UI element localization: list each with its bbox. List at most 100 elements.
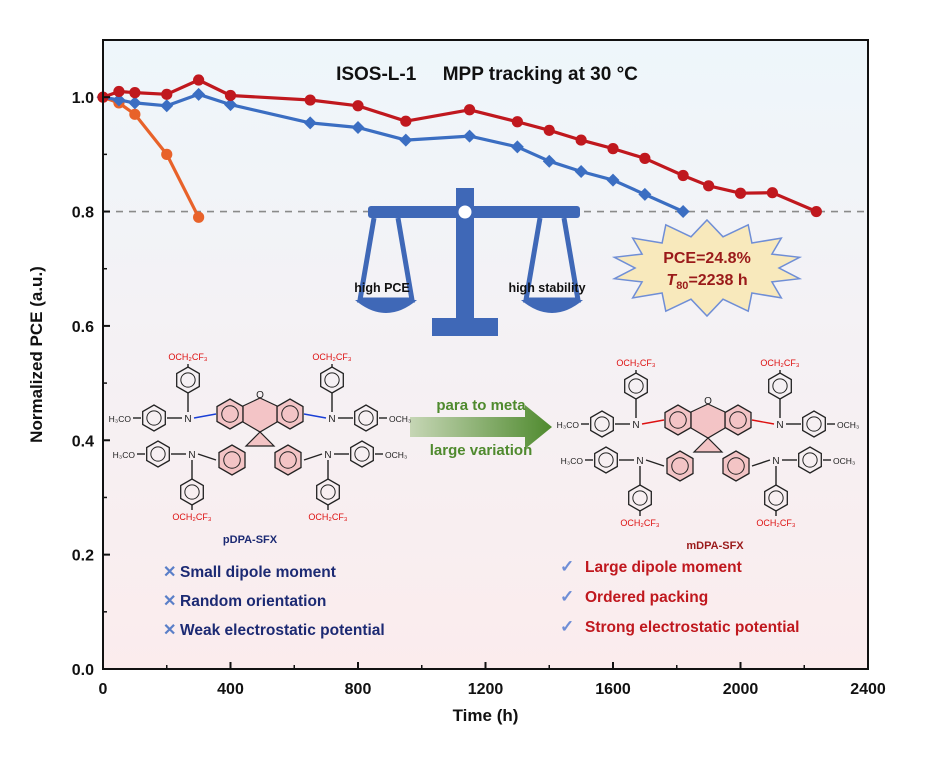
- atom-label: OCH₃: [833, 456, 855, 466]
- series-1-point: [303, 116, 317, 130]
- right-feature-item: Ordered packing: [585, 589, 708, 606]
- x-tick-label: 2400: [850, 681, 886, 698]
- series-1-point: [606, 173, 620, 187]
- bond: [751, 459, 771, 467]
- atom-label: H₃CO: [561, 456, 584, 466]
- aromatic-circle: [180, 372, 196, 388]
- burst-pce-label: PCE=24.8%: [663, 250, 751, 267]
- aromatic-circle: [594, 416, 610, 432]
- bond: [197, 453, 217, 461]
- mdpa-sfx-structure: O N H₃CO OCH₂CF₃ N OCH₃ OCH₂CF₃ N H₃CO OCH₂CF₃ N OC…: [557, 358, 860, 528]
- atom-label: OCH₂CF₃: [312, 352, 351, 362]
- aromatic-circle: [632, 490, 648, 506]
- atom-label: O: [704, 396, 712, 407]
- atom-label: O: [256, 390, 264, 401]
- series-2-point: [463, 104, 476, 116]
- cross-icon: ✕: [163, 622, 176, 639]
- benzene-ring: [802, 410, 826, 438]
- check-icon: ✓: [560, 587, 574, 606]
- benzene-ring: [666, 450, 694, 482]
- left-molecule-name: pDPA-SFX: [223, 534, 278, 546]
- atom-label: H₃CO: [109, 414, 132, 424]
- aromatic-circle: [628, 378, 644, 394]
- benzene-ring: [664, 404, 692, 436]
- series-2-point: [766, 187, 778, 199]
- benzene-ring: [724, 404, 752, 436]
- scale-pivot: [455, 202, 475, 222]
- series-1-point: [112, 93, 126, 107]
- fluorene-core: [692, 437, 724, 453]
- aromatic-circle: [598, 452, 614, 468]
- series-line-1: [102, 92, 684, 213]
- atom-label: N: [776, 420, 783, 431]
- series-1-point: [224, 98, 237, 112]
- aromatic-circle: [729, 411, 747, 429]
- x-tick-label: 0: [99, 681, 108, 698]
- aromatic-circle: [772, 378, 788, 394]
- aromatic-circle: [671, 457, 689, 475]
- series-0-point: [193, 211, 205, 223]
- series-2-point: [161, 88, 173, 100]
- series-2-point: [543, 124, 555, 136]
- aromatic-circle: [150, 446, 166, 462]
- atom-label: N: [772, 456, 779, 467]
- aromatic-circle: [669, 411, 687, 429]
- x-tick-label: 1200: [468, 681, 504, 698]
- atom-label: N: [636, 456, 643, 467]
- y-tick-label: 0.4: [72, 433, 94, 450]
- series-1-point: [160, 99, 174, 113]
- scale-left-pan: [355, 300, 417, 313]
- y-tick-label: 0.2: [72, 548, 94, 565]
- series-2-point: [607, 143, 619, 155]
- atom-label: OCH₂CF₃: [172, 512, 211, 522]
- scale-base: [432, 318, 498, 336]
- series-layer: [96, 74, 822, 223]
- benzene-ring: [146, 440, 170, 468]
- arrow-bottom-label: large variation: [430, 442, 533, 459]
- benzene-ring: [354, 404, 378, 432]
- series-2-point: [703, 180, 715, 192]
- axes: 0 400 800 1200 1600 2000 2400 0.0 0.2 0.4 0.6 0.8 1.…: [72, 39, 886, 698]
- series-1-point: [542, 154, 556, 168]
- benzene-ring: [350, 440, 374, 468]
- check-icon: ✓: [560, 557, 574, 576]
- benzene-ring: [218, 444, 246, 476]
- scale-right-label: high stability: [508, 281, 585, 295]
- xanthene-core: [242, 397, 278, 433]
- check-icon: ✓: [560, 617, 574, 636]
- plot-background: [103, 40, 868, 669]
- left-feature-item: Random orientation: [180, 593, 326, 610]
- right-feature-item: Strong electrostatic potential: [585, 619, 799, 636]
- scale-post: [456, 188, 474, 324]
- pdpa-sfx-structure: O N H₃CO OCH₂CF₃ N OCH₃ OCH₂CF₃ N H₃CO OCH₂CF₃ N OC…: [109, 352, 412, 522]
- y-tick-label: 1.0: [72, 90, 94, 107]
- series-1-point: [510, 140, 524, 154]
- benzene-ring: [274, 444, 302, 476]
- series-2-point: [810, 205, 822, 218]
- bond: [751, 419, 775, 425]
- series-2-point: [400, 115, 412, 127]
- atom-label: N: [188, 450, 195, 461]
- left-feature-list: ✕ Small dipole moment✕ Random orientation✕…: [163, 564, 385, 639]
- bond: [641, 419, 665, 425]
- series-2-point: [352, 100, 364, 112]
- bond: [303, 453, 323, 461]
- bond: [645, 459, 665, 467]
- burst-t80-label: T80=2238 h: [666, 272, 747, 292]
- benzene-ring: [798, 446, 822, 474]
- x-tick-label: 800: [345, 681, 372, 698]
- series-2-point: [304, 94, 316, 106]
- series-2-point: [224, 89, 237, 102]
- aromatic-circle: [354, 446, 370, 462]
- aromatic-circle: [802, 452, 818, 468]
- chart-title: ISOS-L-1 MPP tracking at 30 °C: [336, 64, 638, 85]
- benzene-ring: [276, 398, 304, 430]
- atom-label: OCH₂CF₃: [760, 358, 799, 368]
- series-1-point: [574, 165, 588, 179]
- atom-label: H₃CO: [113, 450, 136, 460]
- right-feature-item: Large dipole moment: [585, 559, 742, 576]
- atom-label: OCH₂CF₃: [756, 518, 795, 528]
- benzene-ring: [594, 446, 618, 474]
- left-feature-item: Small dipole moment: [180, 564, 336, 581]
